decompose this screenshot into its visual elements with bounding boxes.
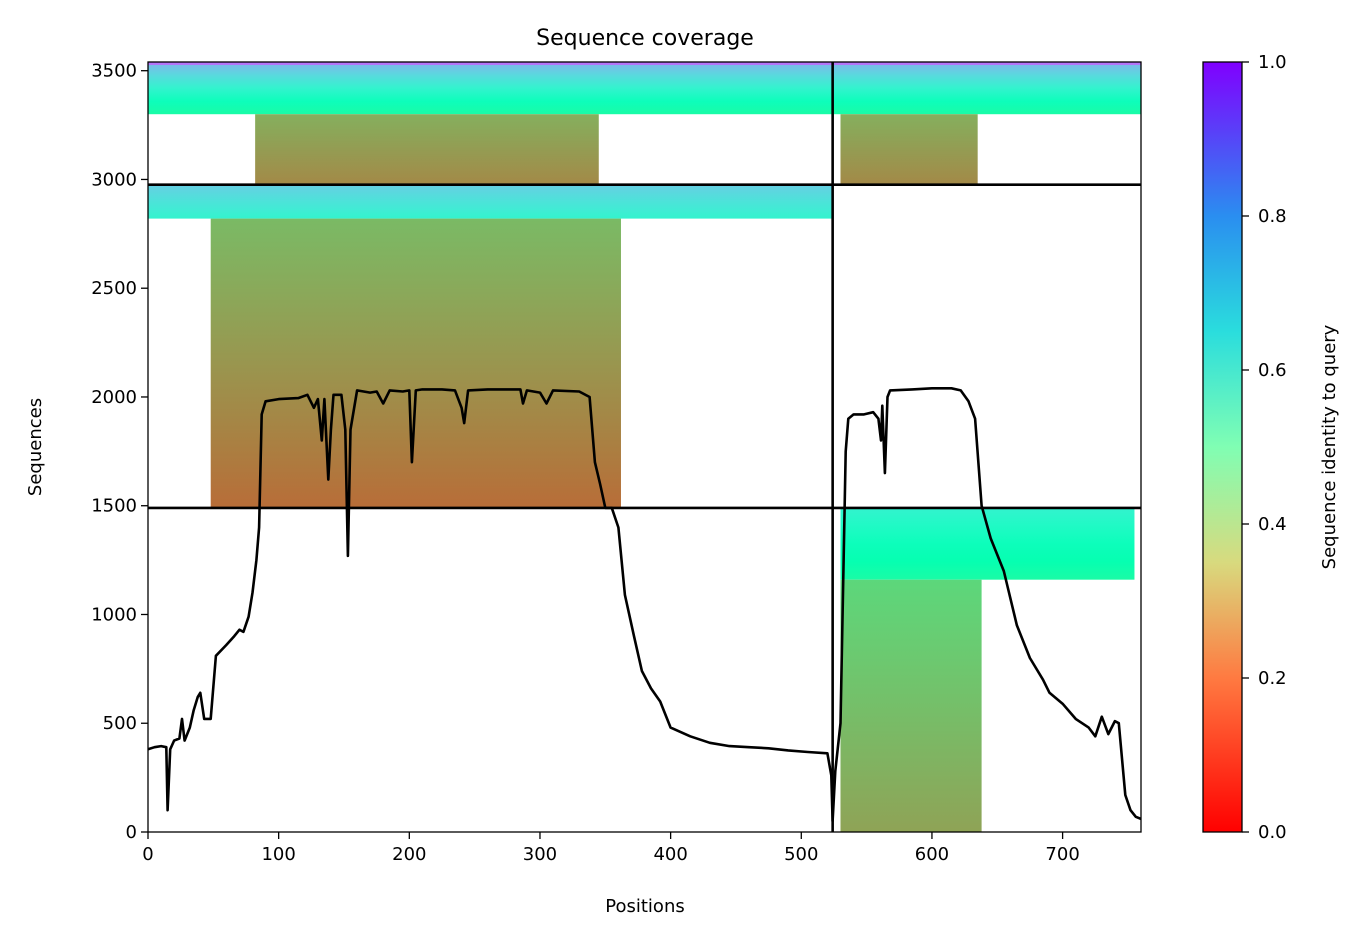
x-tick-label: 0 bbox=[142, 844, 153, 865]
x-axis: 0 100 200 300 400 500 600 700 bbox=[142, 832, 1080, 865]
heatmap-block-top-right-low-identity bbox=[840, 114, 978, 185]
heatmap-block-top-left-low-identity bbox=[255, 114, 599, 185]
y-tick-label: 2000 bbox=[91, 387, 137, 408]
coverage-heatmap bbox=[148, 62, 1141, 832]
heatmap-block-top-right-high-identity bbox=[832, 62, 1141, 115]
heatmap-block-bottom-right-high-identity bbox=[840, 507, 1135, 580]
colorbar-tick-label: 0.0 bbox=[1258, 822, 1287, 843]
x-tick-label: 100 bbox=[261, 844, 295, 865]
y-tick-label: 1500 bbox=[91, 496, 137, 517]
colorbar-tick-label: 0.2 bbox=[1258, 668, 1287, 689]
y-tick-label: 2500 bbox=[91, 278, 137, 299]
y-tick-label: 3500 bbox=[91, 61, 137, 82]
y-axis-label: Sequences bbox=[25, 398, 46, 496]
x-tick-label: 600 bbox=[915, 844, 949, 865]
colorbar-tick-label: 1.0 bbox=[1258, 52, 1287, 73]
plot-frame bbox=[147, 61, 1142, 833]
chart-title: Sequence coverage bbox=[536, 26, 754, 51]
heatmap-block-middle-left-low-identity bbox=[210, 218, 621, 508]
y-tick-label: 3000 bbox=[91, 169, 137, 190]
group-separators bbox=[148, 62, 1141, 832]
x-tick-label: 200 bbox=[392, 844, 426, 865]
coverage-line-layer bbox=[148, 386, 1141, 823]
colorbar-tick-label: 0.4 bbox=[1258, 514, 1287, 535]
heatmap-block-top-left-high-identity bbox=[148, 62, 833, 115]
y-tick-label: 1000 bbox=[91, 604, 137, 625]
x-tick-label: 400 bbox=[653, 844, 687, 865]
colorbar bbox=[1202, 61, 1243, 833]
colorbar-ticks: 0.0 0.2 0.4 0.6 0.8 1.0 bbox=[1242, 52, 1287, 843]
x-tick-label: 300 bbox=[523, 844, 557, 865]
heatmap-block-middle-left-high-identity bbox=[148, 184, 833, 219]
heatmap-block-bottom-right-low-identity bbox=[840, 579, 982, 832]
colorbar-tick-label: 0.6 bbox=[1258, 360, 1287, 381]
colorbar-tick-label: 0.8 bbox=[1258, 206, 1287, 227]
x-tick-label: 500 bbox=[784, 844, 818, 865]
coverage-line bbox=[148, 386, 1141, 823]
y-axis: 0 500 1000 1500 2000 2500 3000 3500 bbox=[91, 61, 148, 843]
x-axis-label: Positions bbox=[605, 896, 684, 917]
y-tick-label: 0 bbox=[126, 822, 137, 843]
x-tick-label: 700 bbox=[1045, 844, 1079, 865]
heatmap-query-row bbox=[148, 62, 1141, 65]
y-tick-label: 500 bbox=[103, 713, 137, 734]
colorbar-label: Sequence identity to query bbox=[1319, 324, 1340, 569]
